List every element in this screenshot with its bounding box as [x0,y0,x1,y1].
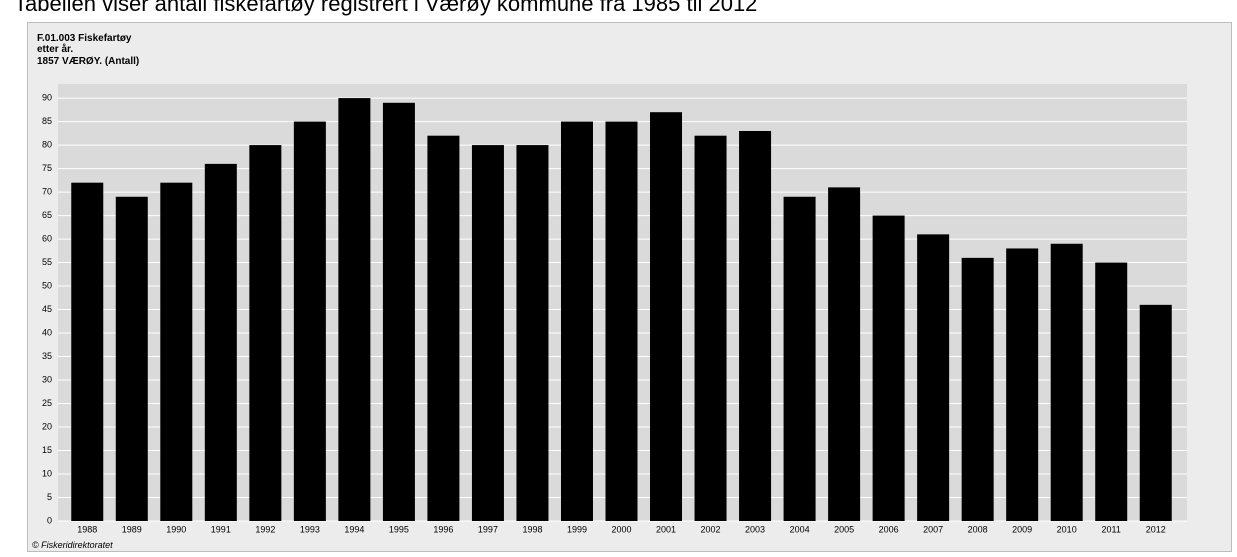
x-tick-label: 2002 [701,524,721,534]
bar [160,182,193,521]
bar [471,145,504,521]
y-tick-label: 80 [42,139,52,149]
x-tick-label: 2007 [923,524,943,534]
x-tick-label: 1998 [522,524,542,534]
y-tick-label: 40 [42,327,52,337]
bar [516,145,549,521]
bar [71,182,104,521]
x-tick-label: 1997 [478,524,498,534]
bar [1095,262,1128,521]
y-tick-label: 30 [42,374,52,384]
y-tick-label: 75 [42,163,52,173]
x-tick-label: 1990 [166,524,186,534]
y-tick-label: 55 [42,257,52,267]
y-tick-label: 20 [42,421,52,431]
x-tick-label: 1994 [344,524,364,534]
y-tick-label: 25 [42,398,52,408]
bar [338,98,371,521]
x-tick-label: 1996 [433,524,453,534]
y-tick-label: 10 [42,468,52,478]
bar [828,187,861,521]
y-tick-label: 85 [42,116,52,126]
y-tick-label: 5 [47,492,52,502]
bar [1139,304,1172,521]
bar [204,163,237,521]
bar [605,121,638,521]
bar [739,130,772,521]
x-tick-label: 2006 [879,524,899,534]
bar [382,102,415,521]
bar [427,135,460,521]
x-tick-label: 1988 [77,524,97,534]
bar [783,196,816,521]
y-tick-label: 15 [42,445,52,455]
bar [872,215,905,521]
bar [560,121,593,521]
bar [1006,248,1039,521]
x-tick-label: 2008 [968,524,988,534]
x-tick-label: 2011 [1102,524,1121,534]
y-tick-label: 65 [42,210,52,220]
y-tick-label: 70 [42,186,52,196]
bar [650,112,683,522]
bar [249,145,282,521]
x-tick-label: 1993 [300,524,320,534]
bar [694,135,727,521]
y-tick-label: 35 [42,351,52,361]
chart-title: 1857 VÆRØY. (Antall) [37,56,139,67]
bar [293,121,326,521]
x-tick-label: 1999 [567,524,587,534]
x-tick-label: 2005 [834,524,854,534]
x-tick-label: 2004 [790,524,810,534]
chart-title: F.01.003 Fiskefartøy [37,33,132,44]
x-tick-label: 2009 [1012,524,1032,534]
x-tick-label: 1989 [122,524,142,534]
x-tick-label: 2001 [656,524,676,534]
y-tick-label: 0 [47,515,52,525]
x-tick-label: 2000 [611,524,631,534]
x-tick-label: 2003 [745,524,765,534]
x-tick-label: 1991 [211,524,231,534]
source: © Fiskeridirektoratet [32,540,113,550]
bar [1050,243,1083,522]
x-tick-label: 1992 [255,524,275,534]
bar [115,196,148,521]
x-tick-label: 2012 [1146,524,1166,534]
y-tick-label: 45 [42,304,52,314]
y-tick-label: 60 [42,233,52,243]
bar [917,234,950,521]
bar [961,257,994,521]
x-tick-label: 1995 [389,524,409,534]
caption: Tabellen viser antall fiskefartøy regist… [14,0,757,16]
y-tick-label: 50 [42,280,52,290]
y-tick-label: 90 [42,92,52,102]
x-tick-label: 2010 [1057,524,1077,534]
chart-title: etter år. [37,43,73,55]
